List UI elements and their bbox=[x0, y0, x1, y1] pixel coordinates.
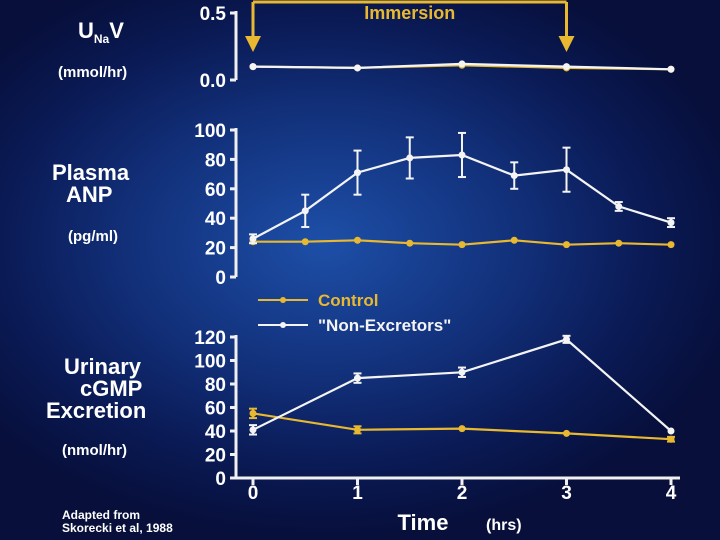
x-tick-label: 4 bbox=[666, 483, 677, 504]
non-excretors-point bbox=[301, 207, 309, 215]
marks-layer bbox=[249, 60, 675, 443]
control-point bbox=[301, 238, 309, 246]
x-tick-label: 1 bbox=[352, 483, 363, 504]
non-excretors-point bbox=[406, 154, 414, 162]
unav-title-v: V bbox=[109, 18, 124, 43]
non-excretors-point bbox=[615, 202, 623, 210]
y-tick-label: 0.0 bbox=[200, 71, 226, 92]
control-point bbox=[667, 241, 675, 249]
y-tick-label: 120 bbox=[194, 328, 226, 349]
control-point bbox=[510, 236, 518, 244]
legend-label: Control bbox=[318, 291, 378, 310]
immersion-annotation: Immersion bbox=[245, 0, 575, 52]
non-excretors-point bbox=[458, 60, 466, 68]
non-excretors-point bbox=[667, 219, 675, 227]
y-tick-label: 40 bbox=[205, 422, 226, 443]
unav-title-sub: Na bbox=[93, 32, 110, 46]
anp-title-line2: ANP bbox=[66, 182, 113, 207]
y-tick-label: 40 bbox=[205, 209, 226, 230]
x-tick-label: 3 bbox=[561, 483, 572, 504]
y-tick-label: 60 bbox=[205, 399, 226, 420]
anp-unit: (pg/ml) bbox=[68, 228, 118, 245]
non-excretors-point bbox=[563, 63, 570, 71]
legend: Control "Non-Excretors" bbox=[258, 291, 451, 335]
y-tick-label: 0 bbox=[215, 469, 226, 490]
control-point bbox=[563, 241, 570, 249]
y-tick-label: 80 bbox=[205, 150, 226, 171]
y-tick-label: 80 bbox=[205, 375, 226, 396]
unav-unit: (mmol/hr) bbox=[58, 64, 128, 81]
non-excretors-point bbox=[667, 65, 675, 73]
citation-line1: Adapted from bbox=[62, 508, 140, 522]
control-point bbox=[354, 236, 361, 244]
citation-line2: Skorecki et al, 1988 bbox=[62, 521, 173, 535]
non-excretors-line-3 bbox=[252, 338, 672, 432]
non-excretors-point bbox=[354, 64, 361, 72]
control-point bbox=[354, 426, 361, 434]
y-tick-label: 100 bbox=[194, 121, 226, 142]
non-excretors-point bbox=[249, 426, 257, 434]
control-point bbox=[667, 435, 675, 443]
non-excretors-point bbox=[510, 172, 518, 180]
control-point bbox=[458, 241, 466, 249]
unav-title: UNaV bbox=[78, 20, 124, 50]
non-excretors-point bbox=[667, 427, 675, 435]
y-tick-label: 60 bbox=[205, 180, 226, 201]
non-excretors-point bbox=[354, 374, 361, 382]
control-point bbox=[406, 239, 414, 247]
unav-title-u: U bbox=[78, 18, 94, 43]
legend-swatch-point bbox=[280, 322, 286, 328]
non-excretors-point bbox=[458, 368, 466, 376]
y-tick-label: 100 bbox=[194, 352, 226, 373]
control-point bbox=[458, 425, 466, 433]
non-excretors-point bbox=[458, 151, 466, 159]
cgmp-unit: (nmol/hr) bbox=[62, 442, 127, 459]
control-point bbox=[563, 429, 570, 437]
y-tick-label: 0.5 bbox=[200, 4, 227, 25]
non-excretors-point bbox=[354, 169, 361, 177]
x-axis-label: Time bbox=[398, 510, 449, 535]
x-tick-label: 2 bbox=[457, 483, 468, 504]
non-excretors-point bbox=[563, 335, 570, 343]
y-tick-label: 20 bbox=[205, 446, 226, 467]
legend-swatch-point bbox=[280, 297, 286, 303]
cgmp-title-line2: cGMP bbox=[80, 376, 143, 401]
immersion-left-arrowhead bbox=[245, 36, 261, 52]
immersion-label: Immersion bbox=[364, 3, 455, 23]
legend-label: "Non-Excretors" bbox=[318, 316, 451, 335]
immersion-right-arrowhead bbox=[558, 36, 575, 52]
y-tick-label: 0 bbox=[215, 268, 226, 289]
y-tick-label: 20 bbox=[205, 239, 226, 260]
control-point bbox=[249, 409, 257, 417]
control-point bbox=[615, 239, 623, 247]
non-excretors-point bbox=[249, 235, 257, 243]
x-axis: 0 1 2 3 4 Time (hrs) bbox=[236, 476, 680, 535]
x-axis-unit: (hrs) bbox=[486, 517, 522, 534]
cgmp-title-line1: Urinary bbox=[64, 354, 142, 379]
cgmp-title-line3: Excretion bbox=[46, 398, 147, 423]
x-tick-label: 0 bbox=[248, 483, 259, 504]
anp-title-line1: Plasma bbox=[52, 160, 130, 185]
non-excretors-point bbox=[249, 63, 257, 71]
non-excretors-point bbox=[563, 166, 570, 174]
